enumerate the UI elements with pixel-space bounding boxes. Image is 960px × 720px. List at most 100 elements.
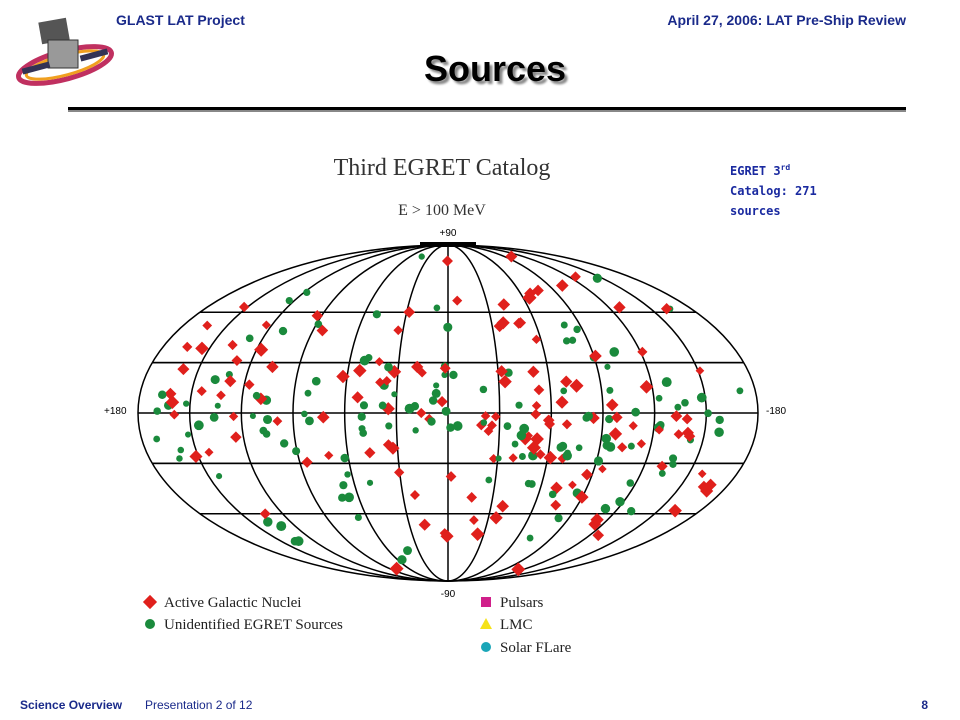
source-dot [562, 451, 572, 461]
source-dot [389, 561, 404, 576]
source-dot [393, 325, 404, 336]
source-dot [182, 341, 193, 353]
source-dot [417, 367, 427, 378]
source-dot [293, 536, 304, 547]
source-dot [602, 440, 612, 450]
source-dot [522, 290, 537, 305]
source-dot [530, 409, 541, 420]
source-dot [515, 401, 523, 409]
source-dot [403, 546, 412, 556]
header-left: GLAST LAT Project [116, 12, 245, 28]
source-dot [259, 508, 271, 520]
source-dot [487, 420, 497, 431]
source-dot [263, 414, 273, 425]
source-dot [445, 471, 457, 482]
axis-label-bottom: -90 [441, 589, 456, 600]
source-dot [526, 440, 541, 455]
source-dot [195, 341, 209, 356]
source-dot [695, 366, 705, 376]
source-dot [568, 480, 577, 490]
source-dot [403, 306, 416, 318]
source-dot [485, 476, 493, 484]
source-dot [410, 402, 420, 411]
source-dot [359, 401, 369, 410]
source-dot [158, 390, 167, 400]
source-dot [230, 431, 242, 443]
legend-swatch [142, 594, 158, 610]
source-dot [533, 384, 545, 396]
source-dot [627, 506, 636, 516]
source-dot [177, 363, 190, 376]
source-dot [531, 400, 542, 411]
source-dot [696, 392, 707, 403]
source-dot [278, 326, 288, 336]
source-dot [303, 288, 311, 297]
side-note-prefix: EGRET 3 [730, 164, 781, 178]
footer-section: Science Overview [20, 698, 123, 712]
legend-label: Pulsars [500, 595, 544, 611]
source-dot [153, 407, 161, 415]
source-dot [452, 295, 463, 306]
source-dot [669, 454, 678, 463]
source-dot [262, 430, 271, 438]
side-note: EGRET 3rd Catalog: 271 sources [730, 158, 840, 221]
source-dot [658, 469, 666, 477]
source-dot [261, 320, 271, 330]
logo [15, 17, 115, 86]
source-dot [511, 562, 526, 577]
source-dot [359, 429, 368, 437]
source-dot [336, 369, 350, 384]
source-dot [378, 401, 387, 410]
source-dot [555, 279, 569, 292]
source-dot [568, 336, 577, 344]
legend-label: Solar FLare [500, 640, 572, 656]
source-dot [611, 411, 623, 424]
source-dot [569, 378, 584, 393]
source-dot [431, 388, 441, 398]
source-dot [589, 349, 602, 363]
source-dot [344, 492, 354, 503]
source-dot [503, 422, 512, 430]
source-dot [245, 334, 254, 343]
source-dot [554, 514, 563, 523]
source-dot [418, 253, 425, 260]
source-dot [202, 320, 213, 331]
source-dot [214, 402, 221, 409]
source-dot [249, 412, 256, 420]
source-dot [561, 419, 573, 430]
source-dot [276, 521, 287, 532]
source-dot [466, 492, 478, 503]
source-dot [615, 496, 625, 507]
side-note-sup: rd [780, 163, 791, 172]
source-dot [470, 527, 485, 542]
source-dot [285, 296, 293, 305]
source-dot [469, 515, 479, 525]
source-dot [505, 250, 518, 263]
source-dot [391, 391, 398, 398]
source-dot [354, 513, 362, 521]
source-dot [601, 433, 612, 444]
source-dot [670, 410, 683, 423]
title-rule [68, 107, 906, 112]
source-dot [600, 503, 611, 514]
source-dot [381, 376, 392, 386]
source-dot [558, 441, 568, 451]
source-dot [359, 355, 370, 366]
source-dot [314, 320, 323, 329]
source-dot [385, 422, 393, 430]
source-dot [384, 362, 393, 372]
source-dot [196, 386, 207, 397]
source-dot [210, 375, 220, 385]
source-dot [531, 334, 542, 345]
source-dot [374, 357, 384, 367]
source-dot [254, 342, 269, 357]
source-dot [683, 430, 696, 442]
source-dot [263, 517, 273, 527]
source-dot [338, 493, 347, 502]
source-dot [627, 442, 635, 450]
source-dot [480, 419, 488, 426]
legend-swatch [481, 597, 491, 607]
pole-marker [420, 242, 476, 247]
figure-subtitle: E > 100 MeV [398, 202, 486, 219]
source-dot [498, 374, 512, 389]
